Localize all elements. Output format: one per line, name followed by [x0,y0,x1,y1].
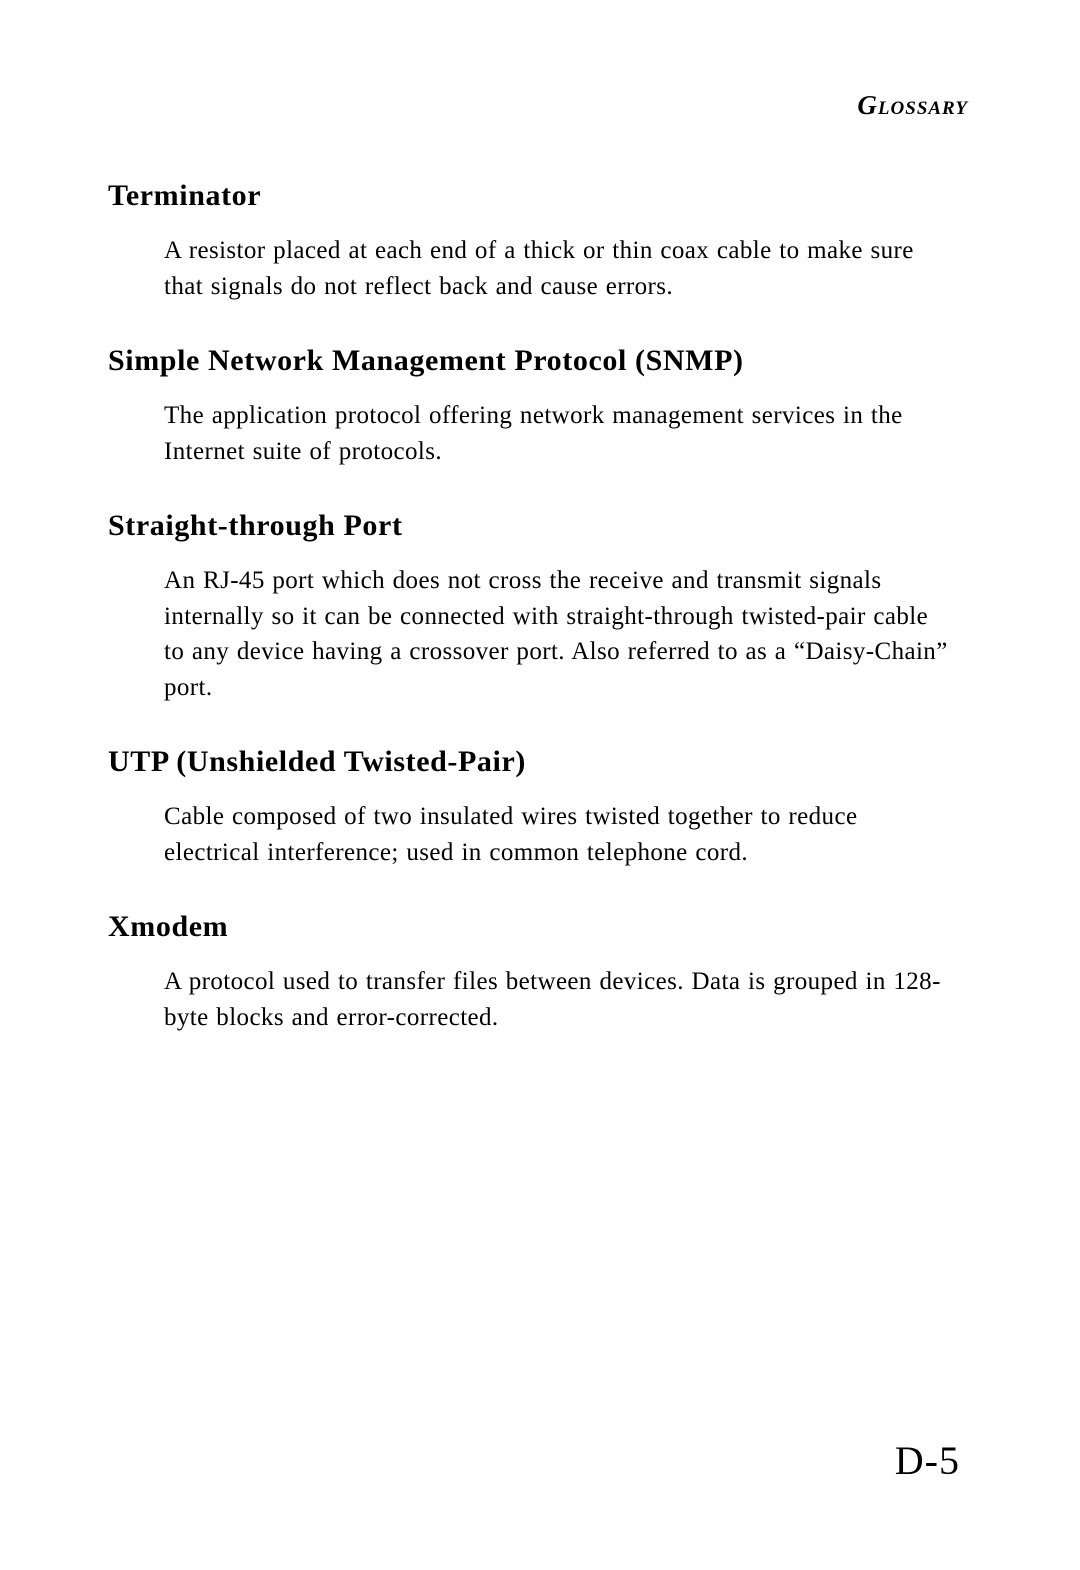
page: Glossary Terminator A resistor placed at… [0,0,1080,1570]
glossary-definition: The application protocol offering networ… [164,398,952,469]
glossary-entry: Straight-through Port An RJ-45 port whic… [108,509,972,705]
glossary-term: Terminator [108,179,972,213]
glossary-entry: UTP (Unshielded Twisted-Pair) Cable comp… [108,745,972,870]
page-header: Glossary [108,90,968,121]
page-number: D-5 [895,1437,960,1484]
glossary-term: Xmodem [108,910,972,944]
glossary-definition: Cable composed of two insulated wires tw… [164,799,952,870]
glossary-entry: Simple Network Management Protocol (SNMP… [108,344,972,469]
glossary-definition: A protocol used to transfer files betwee… [164,964,952,1035]
glossary-term: UTP (Unshielded Twisted-Pair) [108,745,972,779]
glossary-term: Straight-through Port [108,509,972,543]
glossary-definition: A resistor placed at each end of a thick… [164,233,952,304]
glossary-entry: Terminator A resistor placed at each end… [108,179,972,304]
glossary-definition: An RJ-45 port which does not cross the r… [164,563,952,705]
glossary-term: Simple Network Management Protocol (SNMP… [108,344,972,378]
glossary-entry: Xmodem A protocol used to transfer files… [108,910,972,1035]
